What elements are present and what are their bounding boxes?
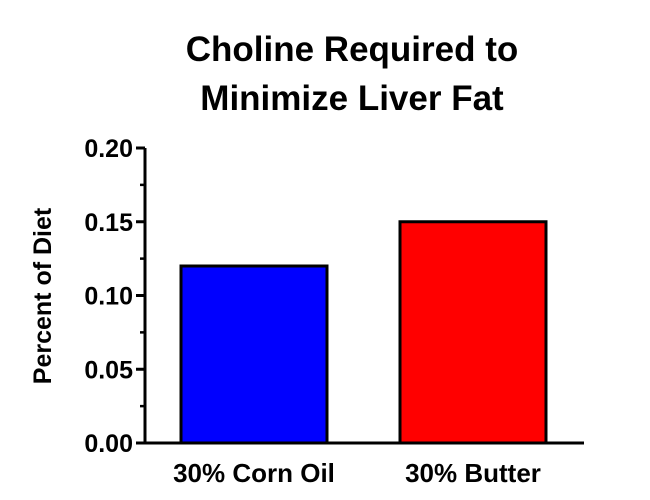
y-axis-label: Percent of Diet <box>29 207 57 384</box>
category-labels: 30% Corn Oil 30% Butter <box>173 458 541 488</box>
chart-title-line-1: Choline Required to <box>186 30 519 69</box>
y-tick-label: 0.00 <box>84 430 133 458</box>
category-label: 30% Butter <box>405 458 541 488</box>
y-tick-label: 0.05 <box>84 356 133 384</box>
category-label: 30% Corn Oil <box>173 458 335 488</box>
y-axis-ticks: 0.00 0.05 0.10 0.15 0.20 <box>84 135 145 458</box>
bar-1 <box>179 264 329 445</box>
y-tick-label: 0.15 <box>84 209 133 237</box>
bar-2 <box>398 220 548 445</box>
y-tick-label: 0.10 <box>84 283 133 311</box>
bars <box>179 220 548 445</box>
chart-title-line-2: Minimize Liver Fat <box>200 79 504 118</box>
y-tick-label: 0.20 <box>84 135 133 163</box>
